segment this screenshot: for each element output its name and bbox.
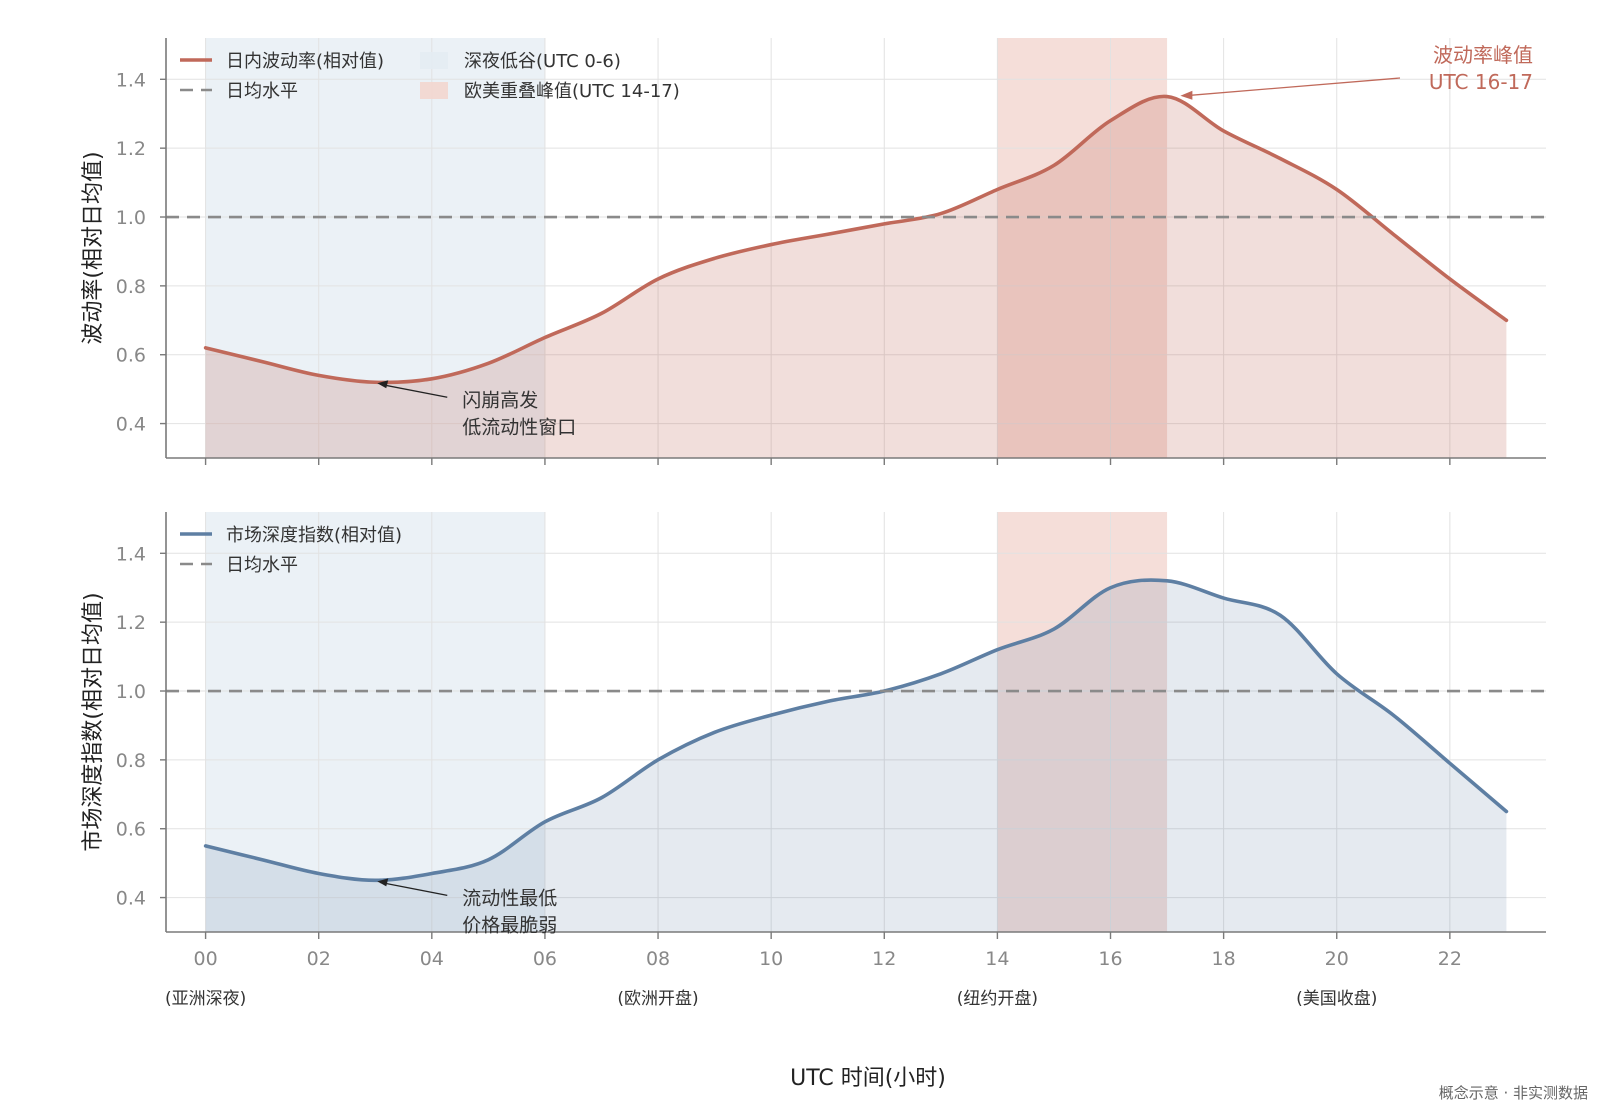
y-tick-label: 0.4 (116, 888, 146, 910)
night-band (205, 512, 545, 932)
y-tick-label: 1.0 (116, 681, 146, 703)
x-axis-label: UTC 时间(小时) (790, 1066, 946, 1091)
annotation-text: 低流动性窗口 (462, 416, 576, 438)
annotation-arrowhead (1180, 90, 1193, 100)
grid (166, 512, 1546, 932)
volatility-panel: 0.4 0.6 0.8 1.0 1.2 1.4 波动率(相对日均值) 日内波动率(相对值) 日均… (81, 38, 1546, 465)
x-tick-label: 08 (646, 948, 670, 970)
y-axis-label: 市场深度指数(相对日均值) (81, 592, 106, 851)
y-tick-label: 0.8 (116, 750, 146, 772)
annotation-text: 流动性最低 (462, 887, 557, 909)
x-tick-label: 04 (420, 948, 444, 970)
legend-label-baseline: 日均水平 (226, 555, 298, 576)
series-area (205, 580, 1507, 932)
annotation-arrowhead (377, 878, 389, 887)
x-axis-extras: UTC 时间(小时) 概念示意 · 非实测数据 (790, 1066, 1588, 1102)
y-tick-label: 0.4 (116, 414, 146, 436)
annotation-text: UTC 16-17 (1429, 70, 1533, 94)
y-tick-label: 0.8 (116, 276, 146, 298)
night-band (205, 38, 545, 458)
annotation-arrowhead (377, 380, 389, 389)
x-tick-label: 10 (759, 948, 783, 970)
legend-label-overlap: 欧美重叠峰值(UTC 14-17) (464, 81, 680, 102)
legend: 日内波动率(相对值) 日均水平 深夜低谷(UTC 0-6) 欧美重叠峰值(UTC 14… (180, 51, 680, 102)
session-label: (亚洲深夜) (165, 989, 246, 1009)
x-tick-label: 12 (872, 948, 896, 970)
series-line (203, 578, 1509, 883)
annotation-text: 波动率峰值 (1433, 43, 1533, 67)
legend-label-series: 日内波动率(相对值) (226, 51, 384, 72)
session-label: (纽约开盘) (957, 989, 1038, 1009)
y-tick-label: 1.2 (116, 138, 146, 160)
session-label: (美国收盘) (1296, 989, 1377, 1009)
legend-label-night: 深夜低谷(UTC 0-6) (464, 51, 621, 72)
annotation-text: 闪崩高发 (462, 389, 538, 411)
x-tick-label: 00 (193, 948, 217, 970)
annotation-arrow (380, 383, 448, 398)
grid (166, 38, 1546, 458)
y-tick-label: 0.6 (116, 345, 146, 367)
annotation-arrow (1184, 77, 1401, 97)
legend-swatch-night (420, 52, 448, 69)
legend-label-baseline: 日均水平 (226, 81, 298, 102)
annotation-text: 价格最脆弱 (462, 914, 557, 936)
y-tick-label: 1.4 (116, 543, 146, 565)
x-tick-label: 22 (1438, 948, 1462, 970)
y-tick-label: 1.2 (116, 612, 146, 634)
session-label: (欧洲开盘) (617, 989, 698, 1009)
annotation: 波动率峰值 UTC 16-17 (1180, 43, 1533, 100)
x-tick-label: 20 (1325, 948, 1349, 970)
x-tick-label: 14 (985, 948, 1009, 970)
x-tick-label: 06 (533, 948, 557, 970)
depth-panel: 0.4 0.6 0.8 1.0 1.2 1.4 市场深度指数(相对日均值) 市场深度指数(相对… (81, 512, 1546, 1009)
overlap-band (997, 38, 1168, 458)
series-line (203, 94, 1509, 385)
footnote: 概念示意 · 非实测数据 (1439, 1084, 1588, 1102)
y-tick-label: 0.6 (116, 819, 146, 841)
legend-label-series: 市场深度指数(相对值) (226, 525, 402, 546)
x-tick-label: 18 (1212, 948, 1236, 970)
series-area (205, 96, 1507, 458)
y-tick-label: 1.4 (116, 69, 146, 91)
x-tick-label: 02 (307, 948, 331, 970)
y-axis-label: 波动率(相对日均值) (81, 151, 106, 344)
x-tick-label: 16 (1098, 948, 1122, 970)
legend: 市场深度指数(相对值) 日均水平 (180, 525, 402, 576)
y-tick-label: 1.0 (116, 207, 146, 229)
legend-swatch-overlap (420, 82, 448, 99)
annotation-arrow (380, 881, 448, 896)
